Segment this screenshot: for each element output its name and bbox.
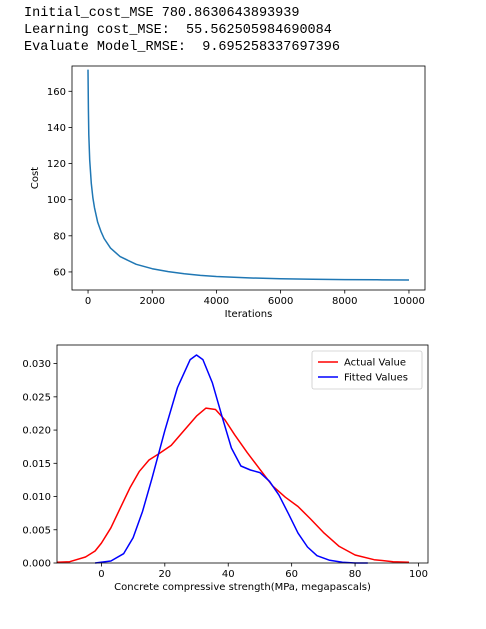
- legend: Actual Value Fitted Values: [311, 350, 423, 390]
- x-axis-label: Iterations: [225, 309, 273, 320]
- x-axis-label: Concrete compressive strength(MPa, megap…: [114, 582, 371, 593]
- y-tick-label: 0.010: [22, 492, 51, 503]
- legend-box: [311, 350, 423, 390]
- y-tick-label: 0.005: [22, 525, 51, 536]
- y-axis-label: Cost: [30, 167, 41, 189]
- x-tick-label: 0: [85, 296, 91, 307]
- x-tick-label: 40: [222, 569, 235, 580]
- y-tick-label: 140: [47, 123, 66, 134]
- y-tick-label: 0.020: [22, 426, 51, 437]
- plot-frame: [56, 344, 429, 564]
- series-line-fitted-values: [95, 354, 368, 564]
- x-tick-label: 20: [158, 569, 171, 580]
- y-tick-label: 0.025: [22, 392, 51, 403]
- x-tick-label: 60: [285, 569, 298, 580]
- series-line-1: [87, 69, 410, 281]
- y-tick-label: 160: [47, 87, 66, 98]
- x-tick-label: 100: [409, 569, 428, 580]
- y-tick-label: 0.015: [22, 459, 51, 470]
- x-tick-label: 8000: [332, 296, 357, 307]
- x-tick-label: 10000: [393, 296, 425, 307]
- series-line-actual-value: [56, 407, 410, 564]
- y-tick-label: 120: [47, 159, 66, 170]
- output-line-rmse: Evaluate Model_RMSE: 9.695258337697396: [24, 40, 340, 55]
- y-tick-label: 80: [53, 231, 66, 242]
- x-tick-label: 2000: [140, 296, 165, 307]
- y-tick-label: 100: [47, 195, 66, 206]
- legend-label: Fitted Values: [344, 373, 408, 384]
- x-tick-label: 80: [349, 569, 362, 580]
- legend-label: Actual Value: [344, 358, 406, 369]
- output-line-learning-cost: Learning cost_MSE: 55.562505984690084: [24, 23, 332, 38]
- x-tick-label: 4000: [204, 296, 229, 307]
- output-line-initial-cost: Initial_cost_MSE 780.8630643893939: [24, 6, 300, 21]
- cost-chart: 0 2000 4000 6000 8000 10000 60 80 100 120 140 160 It…: [30, 65, 426, 320]
- plot-frame: [71, 65, 426, 291]
- y-tick-label: 60: [53, 267, 66, 278]
- density-chart: 0 20 40 60 80 100 0.000 0.005 0.010 0.015 0.020 0.0…: [22, 344, 429, 593]
- y-tick-label: 0.000: [22, 559, 51, 570]
- x-tick-label: 6000: [268, 296, 293, 307]
- x-tick-label: 0: [98, 569, 104, 580]
- y-tick-label: 0.030: [22, 359, 51, 370]
